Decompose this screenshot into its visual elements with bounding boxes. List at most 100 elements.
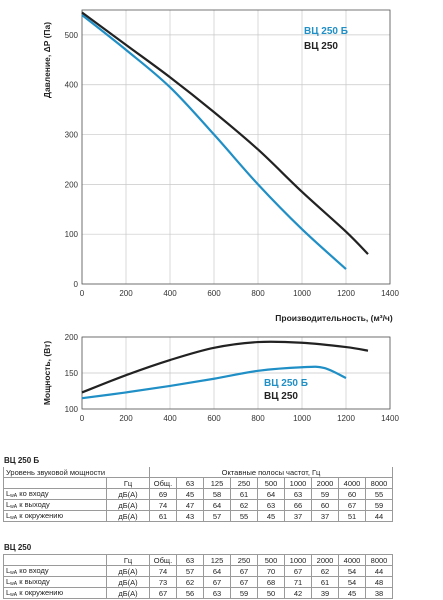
table-cell: 38 (365, 587, 393, 599)
table-row: LwA ко входу дБ(А) 74 57 64 67 70 67 62 54 44 (3, 565, 393, 577)
x-tick-label: 600 (207, 289, 221, 298)
table-cell: 45 (176, 488, 204, 500)
table-cell: 55 (365, 488, 393, 500)
row-label: LwA ко входу (3, 488, 107, 500)
band-header: 8000 (365, 554, 393, 566)
series-line-vc250 (81, 340, 369, 394)
table-cell: 64 (203, 499, 231, 511)
table-cell: 45 (338, 587, 366, 599)
table-cell: 62 (176, 576, 204, 588)
table-row: LwA к окружению дБ(А) 61 43 57 55 45 37 37 51 44 (3, 510, 393, 522)
y-axis-label: Давление, ΔP (Па) (42, 22, 52, 98)
x-tick-label: 400 (163, 414, 177, 423)
table2-title: ВЦ 250 (4, 543, 32, 552)
band-header: 2000 (311, 477, 339, 489)
table1-bands-title: Октавные полосы частот, Гц (149, 467, 393, 478)
band-header: 125 (203, 554, 231, 566)
table-cell: 37 (284, 510, 312, 522)
table-cell: 73 (149, 576, 177, 588)
x-tick-label: 1400 (381, 289, 399, 298)
band-header: 63 (176, 554, 204, 566)
series-line-vc250b (81, 365, 347, 400)
table-cell: 42 (284, 587, 312, 599)
table-row: LwA к выходу дБ(А) 74 47 64 62 63 66 60 67 59 (3, 499, 393, 511)
table-row: LwA к окружению дБ(А) 67 56 63 59 50 42 39 45 38 (3, 587, 393, 599)
table-cell: 63 (284, 488, 312, 500)
table-cell: 67 (338, 499, 366, 511)
x-tick-label: 1000 (293, 289, 311, 298)
band-header: 63 (176, 477, 204, 489)
band-header: 1000 (284, 554, 312, 566)
x-tick-label: 800 (251, 289, 265, 298)
table-cell: 37 (311, 510, 339, 522)
table-cell: 67 (230, 576, 258, 588)
table-cell: 74 (149, 499, 177, 511)
table-cell: 60 (338, 488, 366, 500)
y-tick-label: 300 (65, 131, 79, 140)
row-unit: дБ(А) (106, 510, 150, 522)
band-header: 250 (230, 554, 258, 566)
row-label: LwA к окружению (3, 587, 107, 599)
table-cell: 62 (311, 565, 339, 577)
row-unit: дБ(А) (106, 499, 150, 511)
x-tick-label: 0 (80, 289, 85, 298)
table-cell: 48 (365, 576, 393, 588)
power-chart: 0 200 400 600 800 1000 1200 1400 100 150 200 Мощнос… (42, 333, 399, 423)
table-cell: 70 (257, 565, 285, 577)
x-tick-label: 600 (207, 414, 221, 423)
y-tick-label: 150 (65, 369, 79, 378)
table-cell: 51 (338, 510, 366, 522)
table-cell: 64 (203, 565, 231, 577)
table-cell: 59 (230, 587, 258, 599)
table-cell: 67 (284, 565, 312, 577)
y-tick-label: 500 (65, 31, 79, 40)
x-tick-label: 200 (119, 289, 133, 298)
table-cell: 67 (203, 576, 231, 588)
table-cell: 56 (176, 587, 204, 599)
plot-frame (81, 9, 391, 285)
table-cell: 68 (257, 576, 285, 588)
y-tick-label: 100 (65, 230, 79, 239)
band-header: 4000 (338, 477, 366, 489)
row-unit: дБ(А) (106, 565, 150, 577)
noise-table-vc250: Гц Общ. 63 125 250 500 1000 2000 4000 8000 LwA к… (3, 554, 393, 599)
x-tick-label: 400 (163, 289, 177, 298)
band-header: 500 (257, 477, 285, 489)
table-cell: 67 (149, 587, 177, 599)
table-cell: 59 (311, 488, 339, 500)
table-cell: 64 (257, 488, 285, 500)
table-cell: 66 (284, 499, 312, 511)
table-cell: 54 (338, 565, 366, 577)
band-header: 1000 (284, 477, 312, 489)
table-cell: 55 (230, 510, 258, 522)
series-line-vc250 (81, 11, 369, 255)
table-cell: 60 (311, 499, 339, 511)
table-cell: 61 (230, 488, 258, 500)
row-label: LwA к выходу (3, 499, 107, 511)
band-header: 2000 (311, 554, 339, 566)
table-cell: 58 (203, 488, 231, 500)
band-header: 250 (230, 477, 258, 489)
x-tick-label: 1200 (337, 414, 355, 423)
table-row: LwA к выходу дБ(А) 73 62 67 67 68 71 61 54 48 (3, 576, 393, 588)
x-tick-label: 1200 (337, 289, 355, 298)
row-unit: дБ(А) (106, 488, 150, 500)
table-cell: 57 (203, 510, 231, 522)
y-tick-label: 200 (65, 180, 79, 189)
table-cell: 63 (203, 587, 231, 599)
legend-entry: ВЦ 250 Б (264, 378, 308, 389)
x-tick-label: 0 (80, 414, 85, 423)
table-cell: 39 (311, 587, 339, 599)
table-cell: 45 (257, 510, 285, 522)
band-header: Общ. (149, 554, 177, 566)
x-tick-label: 1400 (381, 414, 399, 423)
y-axis-label: Мощность, (Вт) (42, 341, 52, 406)
table1-header-label: Уровень звуковой мощности (3, 467, 150, 478)
table-cell: 61 (311, 576, 339, 588)
band-header: 500 (257, 554, 285, 566)
table-cell: 63 (257, 499, 285, 511)
table-cell: 57 (176, 565, 204, 577)
band-header: Общ. (149, 477, 177, 489)
table-cell: 44 (365, 510, 393, 522)
plot-frame (81, 336, 391, 410)
